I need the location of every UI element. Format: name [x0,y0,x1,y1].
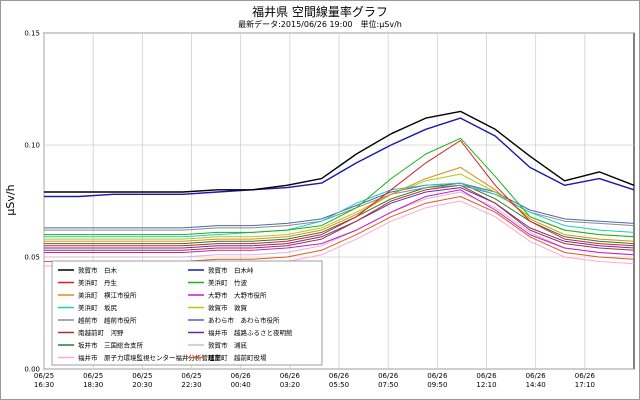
x-tick-date: 06/25 [132,372,152,380]
x-tick-time: 18:30 [83,381,103,389]
x-tick-date: 06/25 [83,372,103,380]
legend-entry: 福井市 原子力環境監視センター福井分析管理室 [78,353,222,362]
x-tick-date: 06/26 [427,372,448,380]
x-tick-date: 06/26 [378,372,399,380]
legend-entry: 美浜町 竹波 [208,278,248,287]
series-line [44,166,635,242]
legend-entry: 美浜町 坂尻 [78,303,118,312]
series-lines [44,110,635,267]
y-tick-label: 0.10 [24,142,40,150]
legend-entry: 美浜町 丹生 [78,278,118,287]
x-tick-date: 06/26 [476,372,497,380]
legend-entry: 敦賀市 敦賀 [208,303,248,312]
x-tick-date: 06/26 [280,372,301,380]
x-tick-date: 06/26 [329,372,350,380]
x-tick-time: 07:50 [378,381,398,389]
series-line [44,140,635,247]
series-line [44,187,635,249]
x-tick-date: 06/25 [181,372,201,380]
legend-entry: 福井市 越路ふるさと夜明館 [208,328,293,337]
legend-entry: 敦賀市 白木峠 [208,265,254,274]
series-line [44,117,635,198]
series-line [44,110,635,193]
x-tick-time: 09:50 [427,381,447,389]
x-axis: 06/2516:3006/2518:3006/2520:3006/2522:30… [34,372,596,389]
y-tick-label: 0.15 [24,30,40,38]
chart-subtitle: 最新データ:2015/06/26 19:00 単位:μSv/h [238,20,402,29]
x-tick-time: 20:30 [132,381,152,389]
y-axis-label: μSv/h [4,184,17,215]
series-line [44,191,635,258]
x-tick-date: 06/26 [231,372,252,380]
series-line [44,184,635,251]
x-tick-date: 06/25 [34,372,54,380]
series-line [44,189,635,256]
x-tick-time: 22:30 [181,381,201,389]
legend-entry: 坂井市 三国総合支所 [78,340,144,349]
legend-entry: 美浜町 横江市役所 [78,290,137,299]
y-tick-label: 0.05 [24,254,40,262]
series-line [44,184,635,231]
series-line [44,182,635,238]
legend-entry: 越前町 越前町役場 [208,353,267,362]
y-axis: 0.00 0.05 0.10 0.15 [24,30,40,374]
x-tick-time: 14:40 [526,381,546,389]
x-tick-time: 03:20 [280,381,300,389]
legend-entry: 南越前町 河野 [78,328,124,337]
legend-entry: 大野市 大野市役所 [208,290,267,299]
legend-entry: 越前市 越前市役所 [78,315,137,324]
series-line [44,137,635,238]
x-tick-time: 12:10 [476,381,496,389]
legend-entry: 敦賀市 浦底 [208,340,248,349]
legend-entry: あわら市 あわら市役所 [208,315,280,324]
chart-title: 福井県 空間線量率グラフ [252,5,388,19]
legend-entry: 敦賀市 白木 [78,265,118,274]
x-tick-date: 06/26 [575,372,596,380]
x-tick-time: 17:10 [575,381,595,389]
x-tick-time: 16:30 [34,381,54,389]
x-tick-time: 00:40 [231,381,251,389]
legend-box [51,260,323,366]
x-tick-time: 05:50 [329,381,349,389]
y-tick-label: 0.00 [24,366,40,374]
x-tick-date: 06/26 [526,372,547,380]
